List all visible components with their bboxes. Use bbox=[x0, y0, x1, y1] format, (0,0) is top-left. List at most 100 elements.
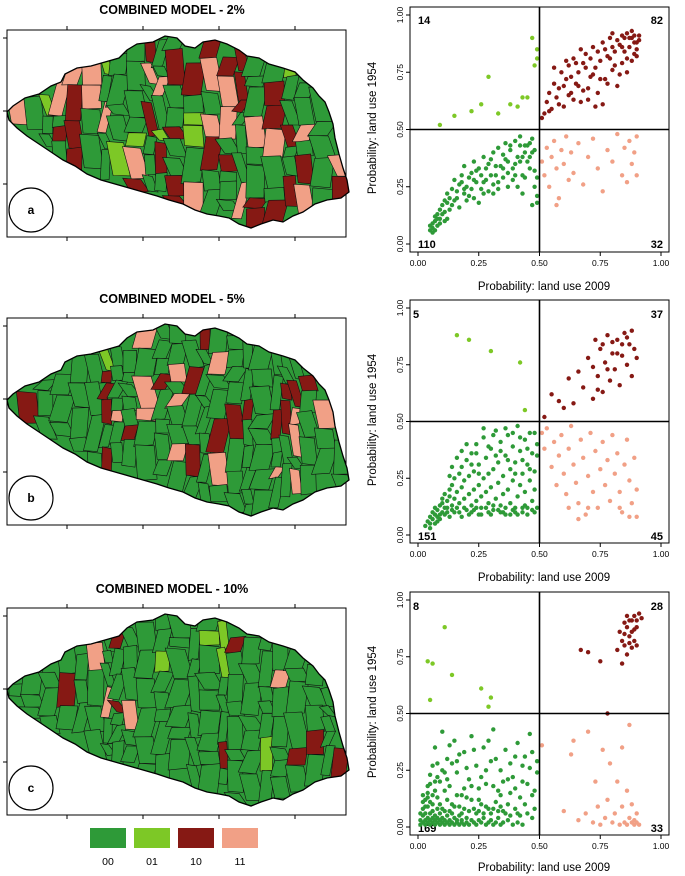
point-01 bbox=[425, 659, 430, 664]
point-11 bbox=[627, 138, 632, 144]
point-00 bbox=[464, 457, 469, 463]
point-11 bbox=[634, 173, 639, 178]
point-00 bbox=[530, 793, 535, 798]
point-10 bbox=[632, 638, 637, 644]
point-11 bbox=[578, 437, 583, 442]
point-10 bbox=[561, 104, 566, 109]
point-00 bbox=[532, 469, 537, 474]
x-tick-label: 1.00 bbox=[653, 841, 670, 851]
map-parcel-00 bbox=[87, 669, 105, 707]
point-00 bbox=[466, 175, 472, 180]
map-parcel-00 bbox=[225, 381, 246, 405]
point-00 bbox=[432, 779, 438, 784]
point-11 bbox=[588, 430, 593, 436]
point-00 bbox=[471, 487, 477, 492]
point-00 bbox=[430, 230, 435, 235]
point-11 bbox=[605, 457, 610, 463]
point-00 bbox=[445, 200, 450, 205]
point-10 bbox=[619, 353, 625, 358]
point-00 bbox=[505, 818, 511, 823]
point-10 bbox=[581, 60, 586, 66]
map-parcel-11 bbox=[167, 363, 188, 383]
x-tick-label: 0.00 bbox=[410, 841, 427, 851]
x-tick-label: 0.50 bbox=[531, 841, 548, 851]
point-00 bbox=[527, 430, 532, 436]
map-parcel-00 bbox=[169, 324, 187, 345]
point-11 bbox=[610, 432, 615, 438]
point-10 bbox=[600, 40, 605, 45]
map-parcel-11 bbox=[206, 351, 231, 375]
point-01 bbox=[449, 672, 455, 678]
point-11 bbox=[590, 489, 596, 495]
point-00 bbox=[440, 806, 445, 811]
point-10 bbox=[627, 44, 632, 50]
point-10 bbox=[619, 60, 625, 66]
point-00 bbox=[425, 783, 430, 789]
point-11 bbox=[564, 491, 569, 497]
map-panel-b: COMBINED MODEL - 5% b bbox=[3, 292, 350, 529]
point-00 bbox=[534, 453, 540, 458]
point-00 bbox=[513, 173, 518, 178]
x-tick-label: 0.00 bbox=[410, 258, 427, 268]
point-00 bbox=[515, 820, 520, 825]
map-parcel-01 bbox=[182, 124, 205, 148]
point-11 bbox=[581, 182, 586, 187]
point-00 bbox=[527, 765, 532, 771]
point-11 bbox=[566, 505, 571, 510]
x-tick-label: 0.50 bbox=[531, 258, 548, 268]
point-00 bbox=[474, 451, 479, 456]
point-10 bbox=[578, 99, 583, 105]
x-tick-label: 0.00 bbox=[410, 549, 427, 559]
point-00 bbox=[517, 448, 523, 454]
map-parcel-00 bbox=[32, 378, 59, 391]
map-parcel-00 bbox=[123, 116, 149, 134]
point-11 bbox=[544, 145, 549, 150]
point-10 bbox=[551, 65, 557, 70]
point-11 bbox=[619, 510, 625, 515]
point-00 bbox=[457, 205, 462, 210]
point-00 bbox=[508, 813, 513, 818]
point-00 bbox=[496, 808, 501, 814]
point-11 bbox=[571, 462, 576, 467]
map-parcel-10 bbox=[100, 446, 113, 484]
panel-letter-circle bbox=[8, 475, 54, 521]
map-parcel-00 bbox=[217, 676, 230, 696]
point-10 bbox=[602, 76, 608, 82]
point-00 bbox=[508, 467, 513, 472]
x-axis-label-b: Probability: land use 2009 bbox=[478, 572, 610, 584]
point-00 bbox=[462, 505, 467, 510]
point-00 bbox=[447, 473, 452, 479]
point-00 bbox=[457, 501, 462, 506]
count-top-right-a: 82 bbox=[651, 15, 663, 27]
point-00 bbox=[500, 473, 506, 479]
point-00 bbox=[505, 184, 511, 189]
point-11 bbox=[554, 202, 559, 208]
point-11 bbox=[593, 779, 598, 784]
point-00 bbox=[517, 795, 523, 800]
point-00 bbox=[440, 212, 445, 217]
point-00 bbox=[447, 514, 452, 519]
map-parcel-00 bbox=[197, 709, 222, 736]
point-10 bbox=[542, 111, 547, 116]
point-00 bbox=[496, 145, 501, 150]
point-10 bbox=[610, 339, 615, 345]
point-10 bbox=[615, 647, 620, 653]
point-10 bbox=[605, 333, 610, 338]
map-parcel-01 bbox=[259, 735, 274, 772]
point-00 bbox=[466, 491, 472, 497]
point-00 bbox=[454, 759, 460, 764]
point-00 bbox=[466, 777, 472, 782]
point-00 bbox=[459, 818, 464, 823]
map-parcel-00 bbox=[181, 339, 205, 369]
point-10 bbox=[629, 58, 634, 63]
point-00 bbox=[525, 446, 530, 451]
point-01 bbox=[520, 95, 525, 100]
legend-swatch-10 bbox=[178, 828, 214, 848]
map-parcel-00 bbox=[151, 339, 174, 359]
point-11 bbox=[547, 184, 552, 189]
point-11 bbox=[598, 822, 603, 827]
point-10 bbox=[629, 28, 634, 34]
point-00 bbox=[530, 202, 535, 208]
point-11 bbox=[561, 161, 566, 167]
point-00 bbox=[530, 815, 535, 821]
